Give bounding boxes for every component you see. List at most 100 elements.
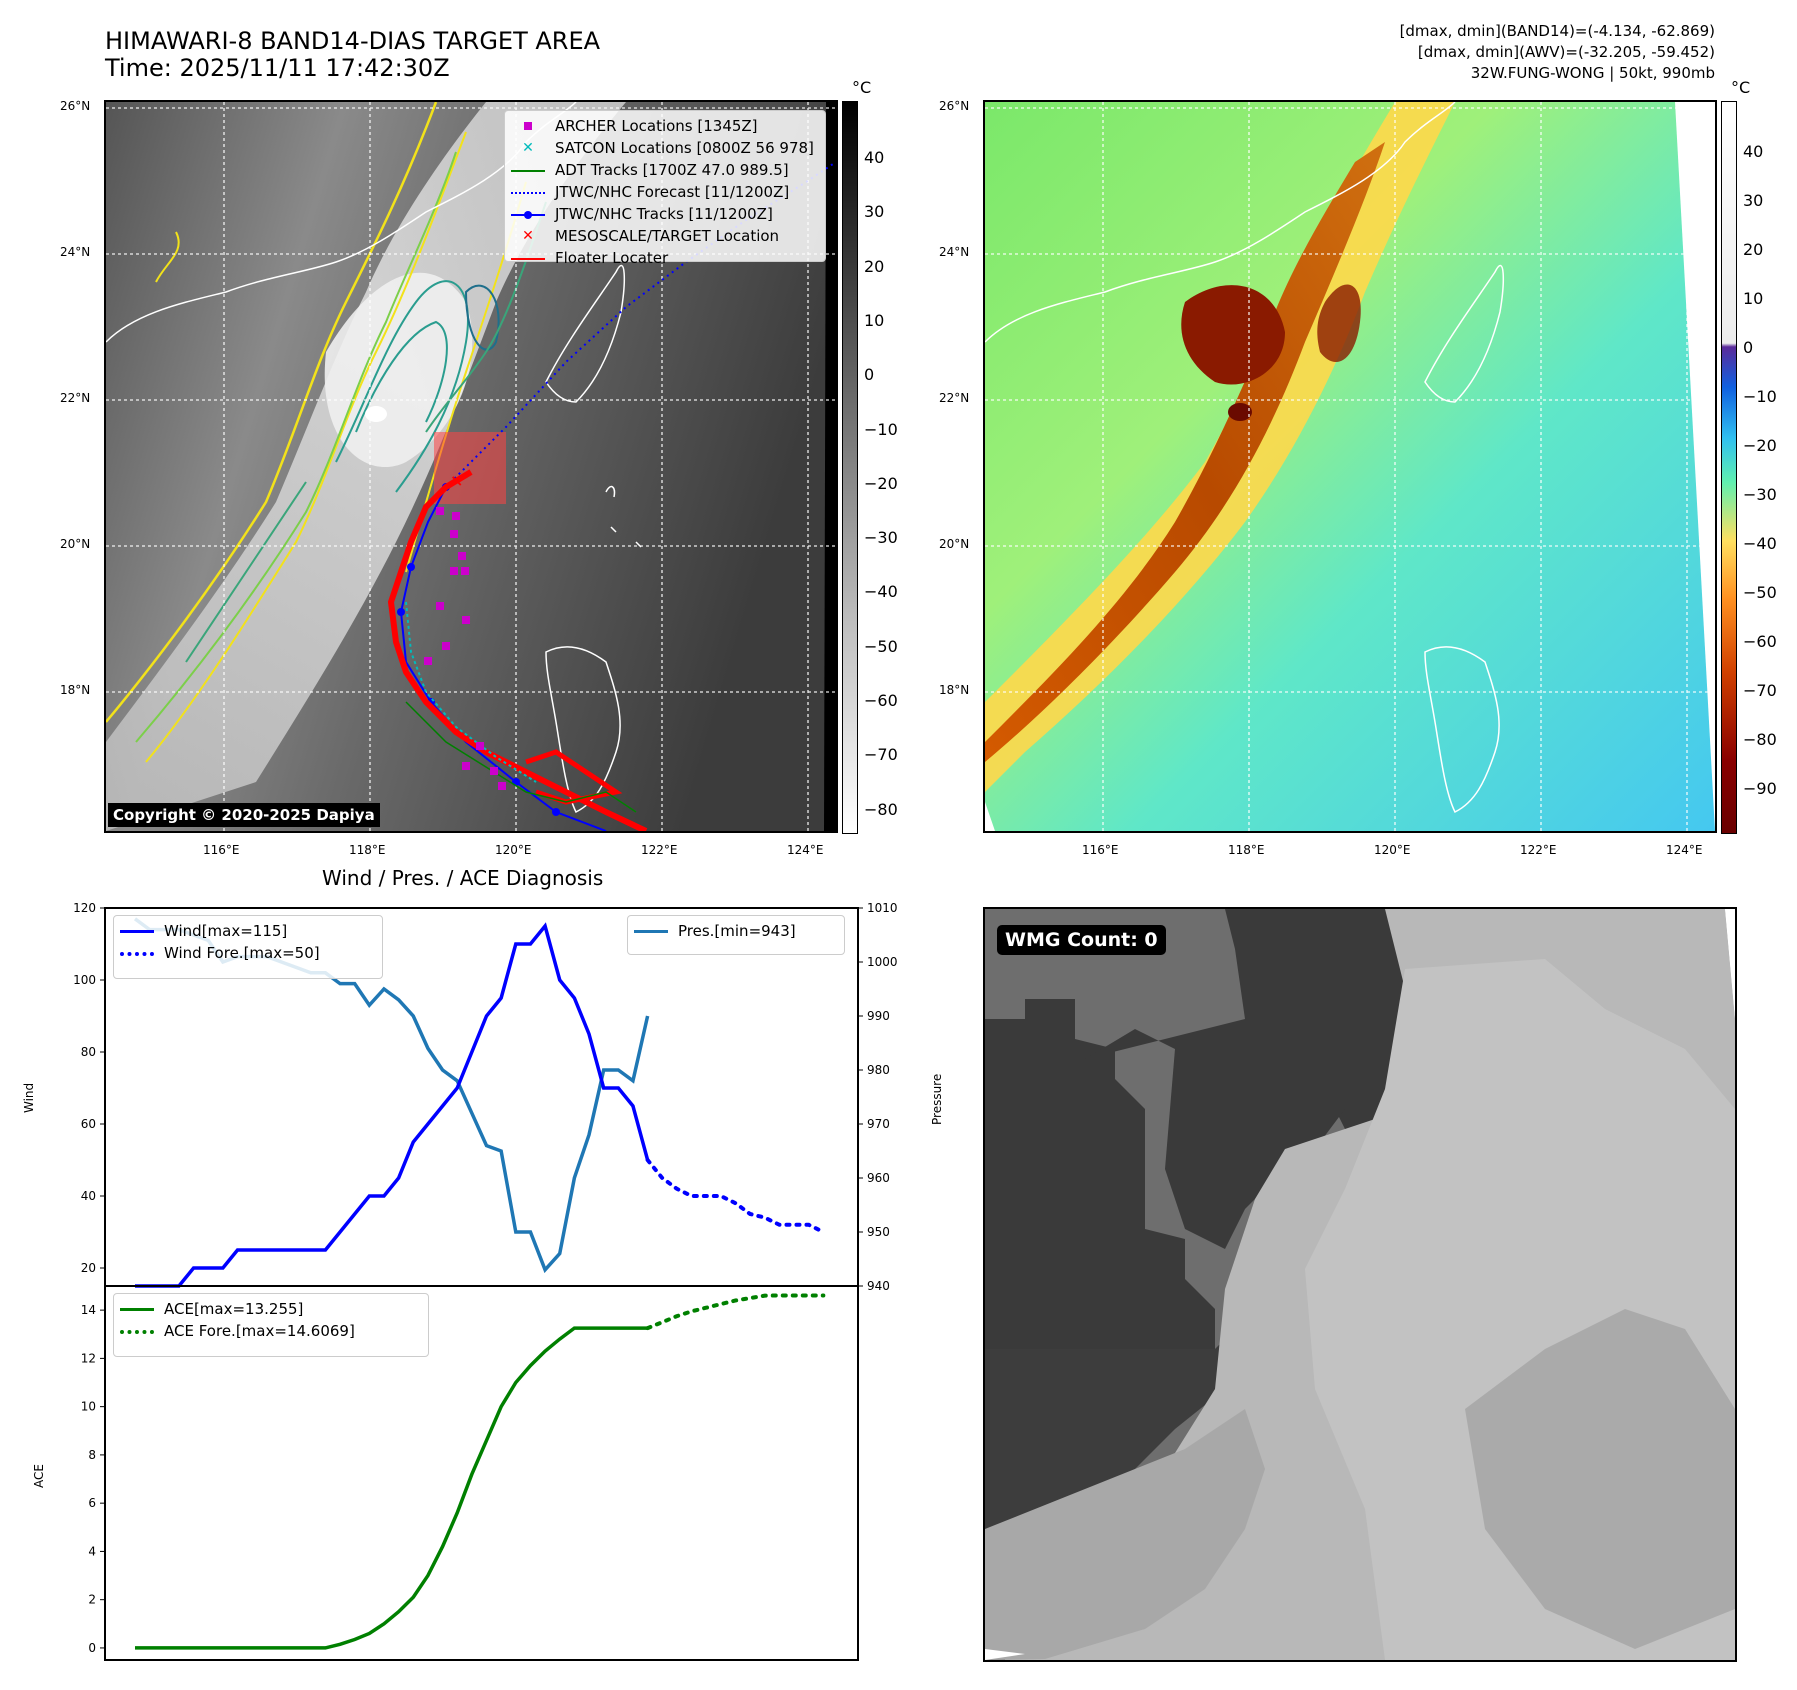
colorbar-color <box>1721 101 1737 834</box>
legend-wind-forecast: Wind Fore.[max=50] <box>120 942 376 964</box>
colorbar-gray-tick: 20 <box>864 256 885 276</box>
ace-series-line <box>135 1326 648 1650</box>
lon-label: 116°E <box>203 843 240 857</box>
ace-ytick-label: 2 <box>88 1593 96 1607</box>
pressure-ytick-label: 980 <box>867 1063 890 1077</box>
wind-ytick-label: 80 <box>81 1045 96 1059</box>
colorbar-gray-tick: −40 <box>864 582 898 602</box>
lon-label: 120°E <box>1374 843 1411 857</box>
colorbar-color-tick: −10 <box>1743 387 1777 406</box>
colorbar-color-tick: −60 <box>1743 632 1777 651</box>
legend-jtwc-tracks: JTWC/NHC Tracks [11/1200Z] <box>511 203 819 225</box>
lat-label: 26°N <box>60 99 91 113</box>
ir-map-panel: × ARCHER Locations [1345Z] ✕ SATCON Locat… <box>104 100 838 833</box>
colorbar-color-tick: 20 <box>1743 240 1764 259</box>
map-legend: ARCHER Locations [1345Z] ✕ SATCON Locatio… <box>504 110 826 267</box>
pressure-ytick-label: 940 <box>867 1279 890 1293</box>
ace-ytick-label: 14 <box>81 1303 96 1317</box>
lat-label: 20°N <box>60 537 91 551</box>
colorbar-color-tick: 0 <box>1743 338 1754 357</box>
wmg-panel: WMG Count: 0 <box>983 907 1737 1662</box>
colorbar-color-tick: −70 <box>1743 681 1777 700</box>
colorbar-color-tick: −90 <box>1743 779 1777 798</box>
wind-ytick-label: 40 <box>81 1189 96 1203</box>
ace-ytick-label: 10 <box>81 1400 96 1414</box>
legend-pressure: Pres.[min=943] <box>634 920 838 942</box>
ace-ytick-label: 8 <box>88 1448 96 1462</box>
pressure-axis-label: Pressure <box>930 1073 944 1125</box>
lat-label: 18°N <box>939 683 970 697</box>
lon-label: 124°E <box>787 843 824 857</box>
colorbar-gray-tick: −20 <box>864 473 898 493</box>
pressure-ytick-label: 970 <box>867 1117 890 1131</box>
wind-ytick-label: 60 <box>81 1117 96 1131</box>
colorbar-gray-tick: −50 <box>864 636 898 656</box>
colorbar-color-tick: 10 <box>1743 289 1764 308</box>
legend-adt: ADT Tracks [1700Z 47.0 989.5] <box>511 159 819 181</box>
colorbar-gray-tick: −60 <box>864 691 898 710</box>
satcon-line <box>405 601 537 783</box>
wind-legend: Wind[max=115] Wind Fore.[max=50] <box>113 915 383 979</box>
lat-label: 24°N <box>939 245 970 259</box>
pressure-ytick-label: 990 <box>867 1009 890 1023</box>
colorbar-color-tick: −50 <box>1743 583 1777 602</box>
colorbar-color-tick: 30 <box>1743 191 1764 210</box>
lon-label: 124°E <box>1666 843 1703 857</box>
legend-floater: Floater Locater <box>511 247 819 269</box>
pressure-legend: Pres.[min=943] <box>627 915 845 955</box>
ace-axes-frame <box>104 1285 859 1661</box>
info-storm: 32W.FUNG-WONG | 50kt, 990mb <box>1470 64 1715 82</box>
wind-forecast-series-line <box>645 1158 826 1234</box>
colorbar-gray-unit: °C <box>852 78 872 97</box>
target-area-box <box>434 432 506 504</box>
lon-label: 120°E <box>495 843 532 857</box>
colorbar-gray-tick: −70 <box>864 745 898 765</box>
wind-axis-label: Wind <box>22 1082 36 1113</box>
colorbar-gray-tick: 30 <box>864 202 885 222</box>
pressure-ytick-label: 1010 <box>867 901 898 915</box>
wind-ytick-label: 120 <box>73 901 96 915</box>
lon-label: 116°E <box>1082 843 1119 857</box>
lat-label: 22°N <box>60 391 91 405</box>
pressure-ytick-label: 960 <box>867 1171 890 1185</box>
adt-track-line <box>405 701 637 813</box>
wind-ytick-label: 100 <box>73 973 96 987</box>
colorbar-color-tick: −80 <box>1743 730 1777 749</box>
awv-map-gridlines <box>985 102 1715 831</box>
lon-label: 122°E <box>641 843 678 857</box>
ace-ytick-label: 4 <box>88 1544 96 1558</box>
diagnosis-title: Wind / Pres. / ACE Diagnosis <box>322 866 604 890</box>
colorbar-gray-tick: 10 <box>864 310 885 330</box>
awv-map-panel <box>983 100 1717 833</box>
lat-label: 18°N <box>60 683 91 697</box>
lat-label: 24°N <box>60 245 91 259</box>
lon-label: 118°E <box>1228 843 1265 857</box>
ace-legend: ACE[max=13.255] ACE Fore.[max=14.6069] <box>113 1293 429 1357</box>
ace-forecast-series-line <box>645 1293 826 1331</box>
lon-label: 122°E <box>1520 843 1557 857</box>
figure-title: HIMAWARI-8 BAND14-DIAS TARGET AREA <box>105 27 601 55</box>
colorbar-gray-tick: 0 <box>864 365 875 385</box>
info-awv-range: [dmax, dmin](AWV)=(-32.205, -59.452) <box>1417 43 1715 61</box>
info-band14-range: [dmax, dmin](BAND14)=(-4.134, -62.869) <box>1399 22 1715 40</box>
legend-target: ✕ MESOSCALE/TARGET Location <box>522 227 780 245</box>
colorbar-color-tick: −30 <box>1743 485 1777 504</box>
colorbar-color-tick: 40 <box>1743 142 1764 161</box>
legend-ace: ACE[max=13.255] <box>120 1298 422 1320</box>
floater-locater-path <box>387 469 648 831</box>
lat-label: 26°N <box>939 99 970 113</box>
colorbar-gray-tick: 40 <box>864 148 885 167</box>
legend-ace-forecast: ACE Fore.[max=14.6069] <box>120 1320 422 1342</box>
colorbar-color-tick: −40 <box>1743 534 1777 553</box>
legend-archer: ARCHER Locations [1345Z] <box>511 115 819 137</box>
legend-satcon: ✕ SATCON Locations [0800Z 56 978] <box>522 139 814 157</box>
wind-ytick-label: 20 <box>81 1261 96 1275</box>
lat-label: 20°N <box>939 537 970 551</box>
diagnosis-chart: 2040608010012094095096097098099010001010… <box>73 901 898 1661</box>
archer-locations <box>424 507 506 790</box>
legend-forecast: JTWC/NHC Forecast [11/1200Z] <box>511 181 819 203</box>
colorbar-gray-tick: −30 <box>864 528 898 548</box>
wmg-count-badge: WMG Count: 0 <box>997 925 1166 955</box>
ace-ytick-label: 12 <box>81 1351 96 1365</box>
jtwc-track-line <box>399 486 607 831</box>
